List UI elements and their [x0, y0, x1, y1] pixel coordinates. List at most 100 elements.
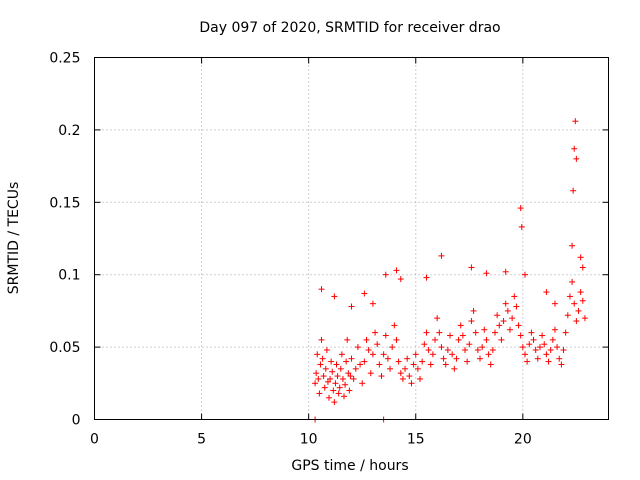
- x-tick-label: 10: [300, 432, 318, 448]
- data-point: [515, 322, 522, 329]
- x-tick-label: 0: [90, 432, 99, 448]
- data-point: [551, 300, 558, 307]
- y-tick-label: 0.25: [49, 51, 80, 67]
- data-point: [464, 358, 471, 365]
- data-point: [314, 351, 321, 358]
- data-point: [317, 361, 324, 368]
- data-point: [496, 322, 503, 329]
- data-point: [419, 358, 426, 365]
- data-point: [357, 361, 364, 368]
- data-point: [449, 351, 456, 358]
- data-point: [329, 368, 336, 375]
- data-point: [322, 365, 329, 372]
- data-point: [573, 318, 580, 325]
- data-point: [346, 387, 353, 394]
- data-point: [513, 303, 520, 310]
- y-tick-label: 0: [72, 413, 81, 429]
- data-point: [367, 370, 374, 377]
- data-point: [504, 307, 511, 314]
- data-point: [389, 344, 396, 351]
- data-point: [549, 336, 556, 343]
- data-point: [502, 268, 509, 275]
- data-point: [376, 361, 383, 368]
- data-point: [438, 252, 445, 259]
- data-point: [526, 341, 533, 348]
- data-point: [414, 365, 421, 372]
- data-point: [432, 336, 439, 343]
- data-point: [404, 355, 411, 362]
- data-point: [348, 303, 355, 310]
- data-point: [517, 332, 524, 339]
- data-point: [380, 351, 387, 358]
- data-point: [347, 373, 354, 380]
- data-point: [572, 118, 579, 125]
- data-point: [384, 355, 391, 362]
- data-point: [541, 341, 548, 348]
- data-point: [335, 390, 342, 397]
- data-point: [338, 351, 345, 358]
- data-point: [321, 384, 328, 391]
- data-point: [315, 375, 322, 382]
- data-point: [566, 293, 573, 300]
- data-point: [350, 375, 357, 382]
- x-tick-label: 15: [407, 432, 425, 448]
- data-point: [361, 290, 368, 297]
- data-point: [316, 390, 323, 397]
- data-point: [429, 351, 436, 358]
- data-point: [547, 346, 554, 353]
- data-point: [436, 329, 443, 336]
- data-point: [564, 312, 571, 319]
- data-point: [348, 355, 355, 362]
- data-point: [438, 344, 445, 351]
- data-point: [393, 267, 400, 274]
- data-point: [570, 187, 577, 194]
- y-tick-label: 0.05: [49, 340, 80, 356]
- data-point: [408, 380, 415, 387]
- data-point: [483, 336, 490, 343]
- data-point: [434, 315, 441, 322]
- data-point: [519, 344, 526, 351]
- data-point: [331, 399, 338, 406]
- data-point: [506, 326, 513, 333]
- x-tick-label: 20: [514, 432, 532, 448]
- data-point: [579, 264, 586, 271]
- chart-title: Day 097 of 2020, SRMTID for receiver dra…: [199, 20, 500, 36]
- data-point: [447, 332, 454, 339]
- data-point: [569, 278, 576, 285]
- data-point: [337, 365, 344, 372]
- data-point: [397, 276, 404, 283]
- data-point: [378, 373, 385, 380]
- data-point: [406, 373, 413, 380]
- data-point: [332, 380, 339, 387]
- data-point: [318, 286, 325, 293]
- data-point: [485, 351, 492, 358]
- data-point: [518, 223, 525, 230]
- data-point: [528, 329, 535, 336]
- data-point: [470, 307, 477, 314]
- data-point: [339, 375, 346, 382]
- data-point: [459, 332, 466, 339]
- data-point: [330, 387, 337, 394]
- data-point: [494, 312, 501, 319]
- data-point: [509, 315, 516, 322]
- data-point: [579, 297, 586, 304]
- data-point: [344, 336, 351, 343]
- data-point: [312, 380, 319, 387]
- data-point: [417, 375, 424, 382]
- data-point: [352, 365, 359, 372]
- data-points: [312, 118, 588, 423]
- data-point: [354, 344, 361, 351]
- data-point: [359, 380, 366, 387]
- data-point: [517, 205, 524, 212]
- data-point: [318, 336, 325, 343]
- data-point: [556, 355, 563, 362]
- y-tick-label: 0.1: [58, 268, 80, 284]
- data-point: [551, 326, 558, 333]
- data-point: [319, 355, 326, 362]
- data-point: [363, 336, 370, 343]
- data-point: [554, 344, 561, 351]
- data-point: [323, 346, 330, 353]
- data-point: [412, 351, 419, 358]
- data-point: [326, 394, 333, 401]
- data-point: [562, 329, 569, 336]
